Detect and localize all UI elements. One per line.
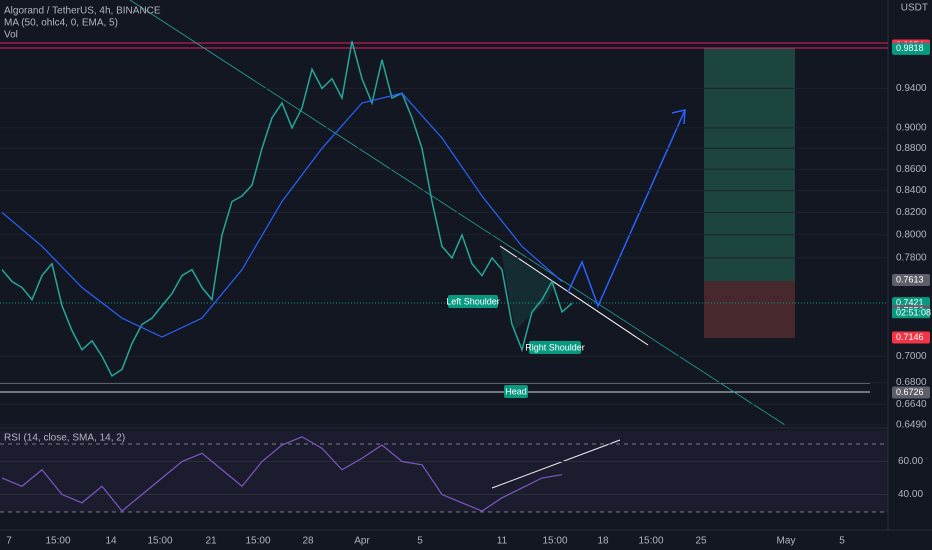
currency: USDT xyxy=(901,3,928,14)
countdown-box xyxy=(892,308,930,319)
x-tick-label: May xyxy=(777,536,796,547)
x-tick-label: 15:00 xyxy=(45,536,70,547)
annotation-box xyxy=(504,385,528,398)
annotation: Head xyxy=(505,386,527,396)
annotation: Right Shoulder xyxy=(525,342,585,352)
x-tick-label: 15:00 xyxy=(542,536,567,547)
y-tick-label: 0.9000 xyxy=(896,123,927,134)
y-tick-label: 0.6640 xyxy=(896,399,927,410)
y-tick-label: 0.8000 xyxy=(896,230,927,241)
annotation-box xyxy=(448,295,498,308)
rsi-band xyxy=(0,430,888,512)
price-tag xyxy=(892,273,930,286)
arrow-head xyxy=(671,109,686,125)
y-tick-label: 0.7800 xyxy=(896,253,927,264)
x-tick-label: 5 xyxy=(839,536,845,547)
y-tick-label: 0.9400 xyxy=(896,83,927,94)
indicator-label: MA (50, ohlc4, 0, EMA, 5) xyxy=(4,18,118,29)
price-tag-label: 0.9818 xyxy=(896,43,924,53)
x-tick-label: 25 xyxy=(695,536,707,547)
annotation: Left Shoulder xyxy=(446,296,500,306)
chart-title: Algorand / TetherUS, 4h, BINANCE xyxy=(4,6,161,17)
x-tick-label: 21 xyxy=(205,536,217,547)
y-tick-label: 0.7000 xyxy=(896,351,927,362)
price-tag-label: 0.7146 xyxy=(896,332,924,342)
x-tick-label: 28 xyxy=(302,536,314,547)
x-tick-label: 15:00 xyxy=(245,536,270,547)
volume-label: Vol xyxy=(4,30,18,41)
price-tag-label: 0.6726 xyxy=(896,387,924,397)
price-tag xyxy=(892,331,930,344)
y-tick-label: 0.6800 xyxy=(896,377,927,388)
ma-line xyxy=(1,92,563,338)
annotation-box xyxy=(529,341,581,354)
x-tick-label: Apr xyxy=(354,536,370,547)
rsi-tick-label: 40.00 xyxy=(898,489,923,500)
y-tick-label: 0.6490 xyxy=(896,420,927,431)
x-tick-label: 11 xyxy=(497,536,508,547)
x-tick-label: 7 xyxy=(6,536,12,547)
y-tick-label: 0.8200 xyxy=(896,207,927,218)
projection-arrow xyxy=(567,109,686,309)
y-tick-label: 0.8600 xyxy=(896,164,927,175)
pattern-zone xyxy=(500,246,555,330)
x-tick-label: 14 xyxy=(105,536,117,547)
rsi-line xyxy=(1,436,563,512)
x-tick-label: 5 xyxy=(417,536,423,547)
long-target-zone xyxy=(704,48,795,281)
countdown: 02:51:08 xyxy=(896,308,931,318)
x-tick-label: 18 xyxy=(597,536,609,547)
neckline xyxy=(499,245,649,346)
price-line xyxy=(1,41,573,378)
rsi-label: RSI (14, close, SMA, 14, 2) xyxy=(4,433,125,444)
y-tick-label: 0.8400 xyxy=(896,185,927,196)
y-tick-label: 0.8800 xyxy=(896,143,927,154)
x-tick-label: 15:00 xyxy=(638,536,663,547)
rsi-divergence-line xyxy=(491,439,621,489)
long-stop-zone xyxy=(704,281,795,338)
x-tick-label: 15:00 xyxy=(147,536,172,547)
rsi-tick-label: 60.00 xyxy=(898,456,923,467)
price-tag-label: 0.7613 xyxy=(896,274,924,284)
price-tag xyxy=(892,42,930,55)
price-tag xyxy=(892,386,930,399)
price-tag-label: 0.7421 xyxy=(896,298,924,308)
